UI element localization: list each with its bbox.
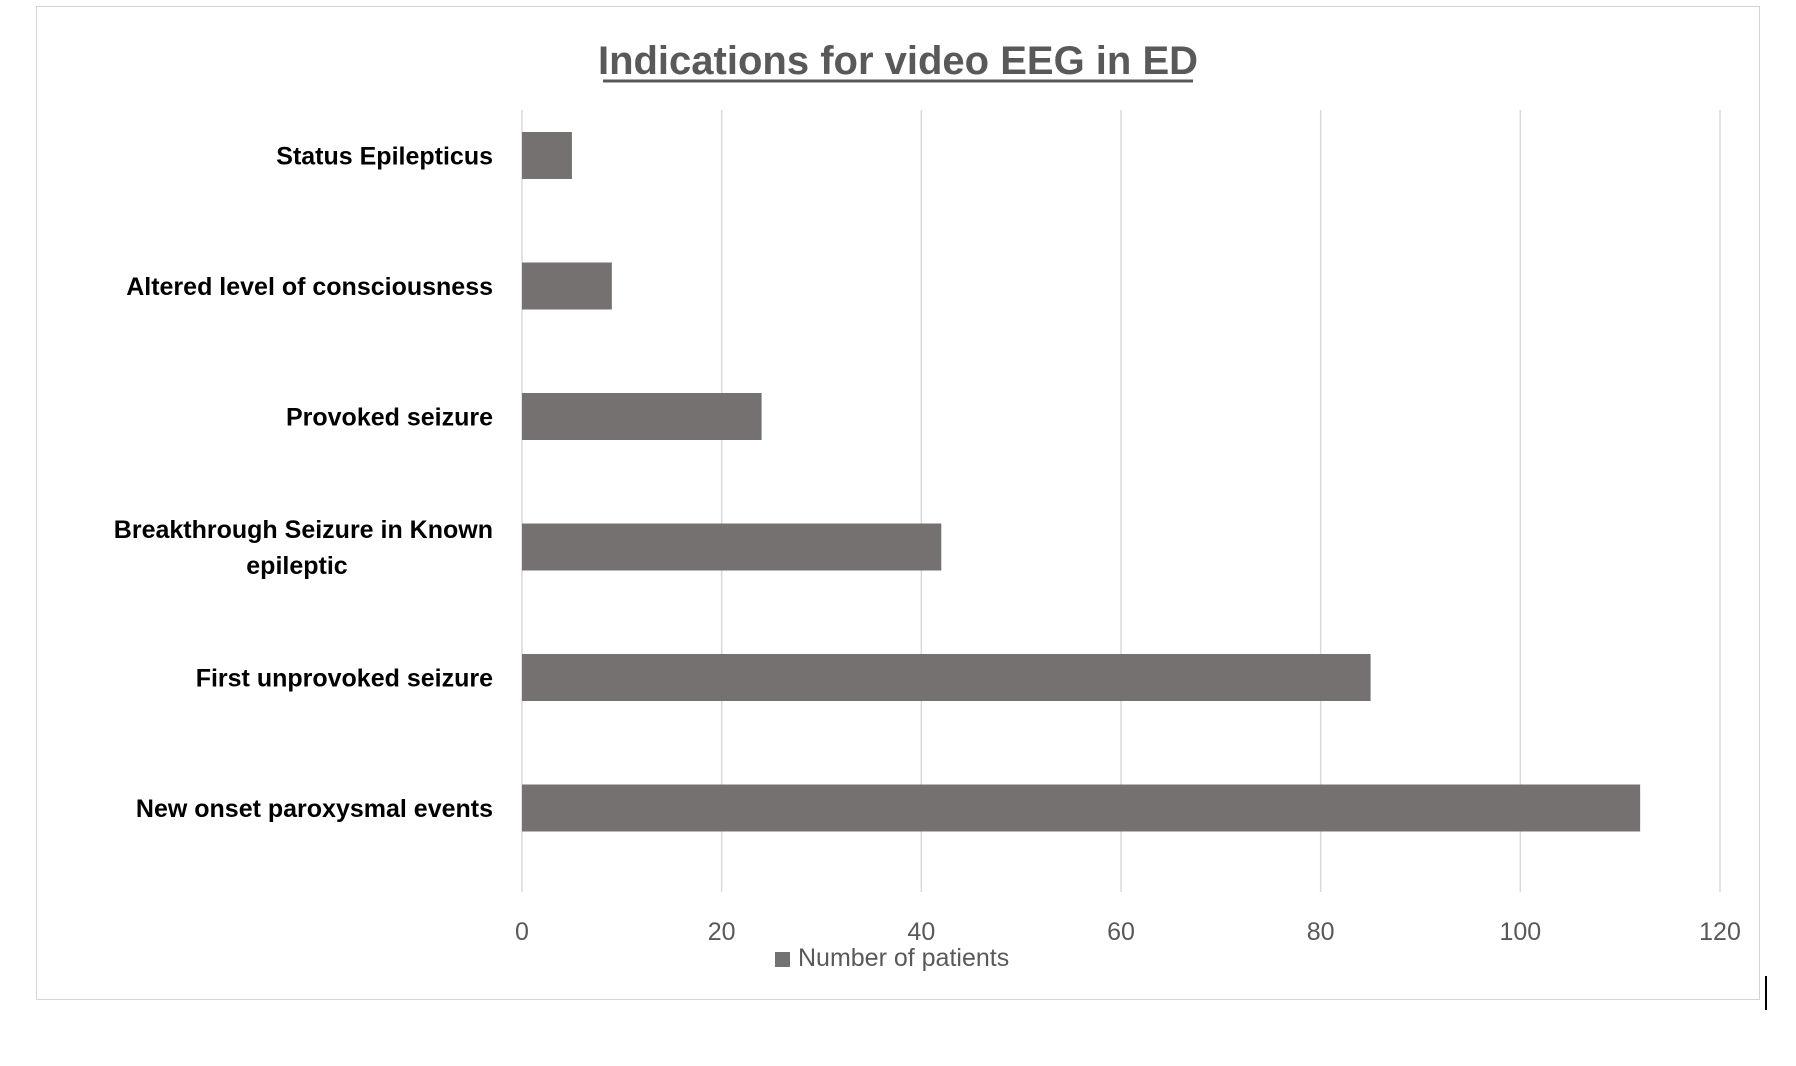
category-label: Provoked seizure [286, 404, 493, 432]
category-label: New onset paroxysmal events [136, 795, 493, 823]
bar [522, 262, 612, 310]
x-tick-label: 120 [1699, 918, 1741, 946]
bar [522, 654, 1371, 701]
x-tick-label: 60 [1107, 918, 1135, 946]
category-labels: Status Epilepticus Altered level of consc… [114, 143, 493, 824]
gridlines [521, 110, 1721, 892]
bar [522, 523, 942, 571]
x-tick-label: 40 [907, 918, 935, 946]
bar [522, 393, 762, 440]
x-tick-label: 20 [708, 918, 736, 946]
bar [522, 132, 572, 179]
category-label: First unprovoked seizure [196, 665, 493, 693]
x-tick-label: 100 [1499, 918, 1541, 946]
category-label: Altered level of consciousness [126, 273, 493, 301]
category-label: Status Epilepticus [276, 143, 493, 171]
category-label: Breakthrough Seizure in Known epileptic [114, 516, 493, 580]
legend-swatch [775, 952, 790, 967]
chart-title: Indications for video EEG in ED [598, 39, 1198, 83]
bars [522, 132, 1641, 832]
legend: Number of patients [775, 944, 1009, 972]
bar [522, 784, 1641, 832]
x-tick-label: 80 [1307, 918, 1335, 946]
chart-area [36, 6, 1760, 1000]
x-tick-label: 0 [515, 918, 529, 946]
legend-label: Number of patients [798, 944, 1009, 972]
x-axis-ticks: 0 20 40 60 80 100 120 [515, 918, 1741, 946]
